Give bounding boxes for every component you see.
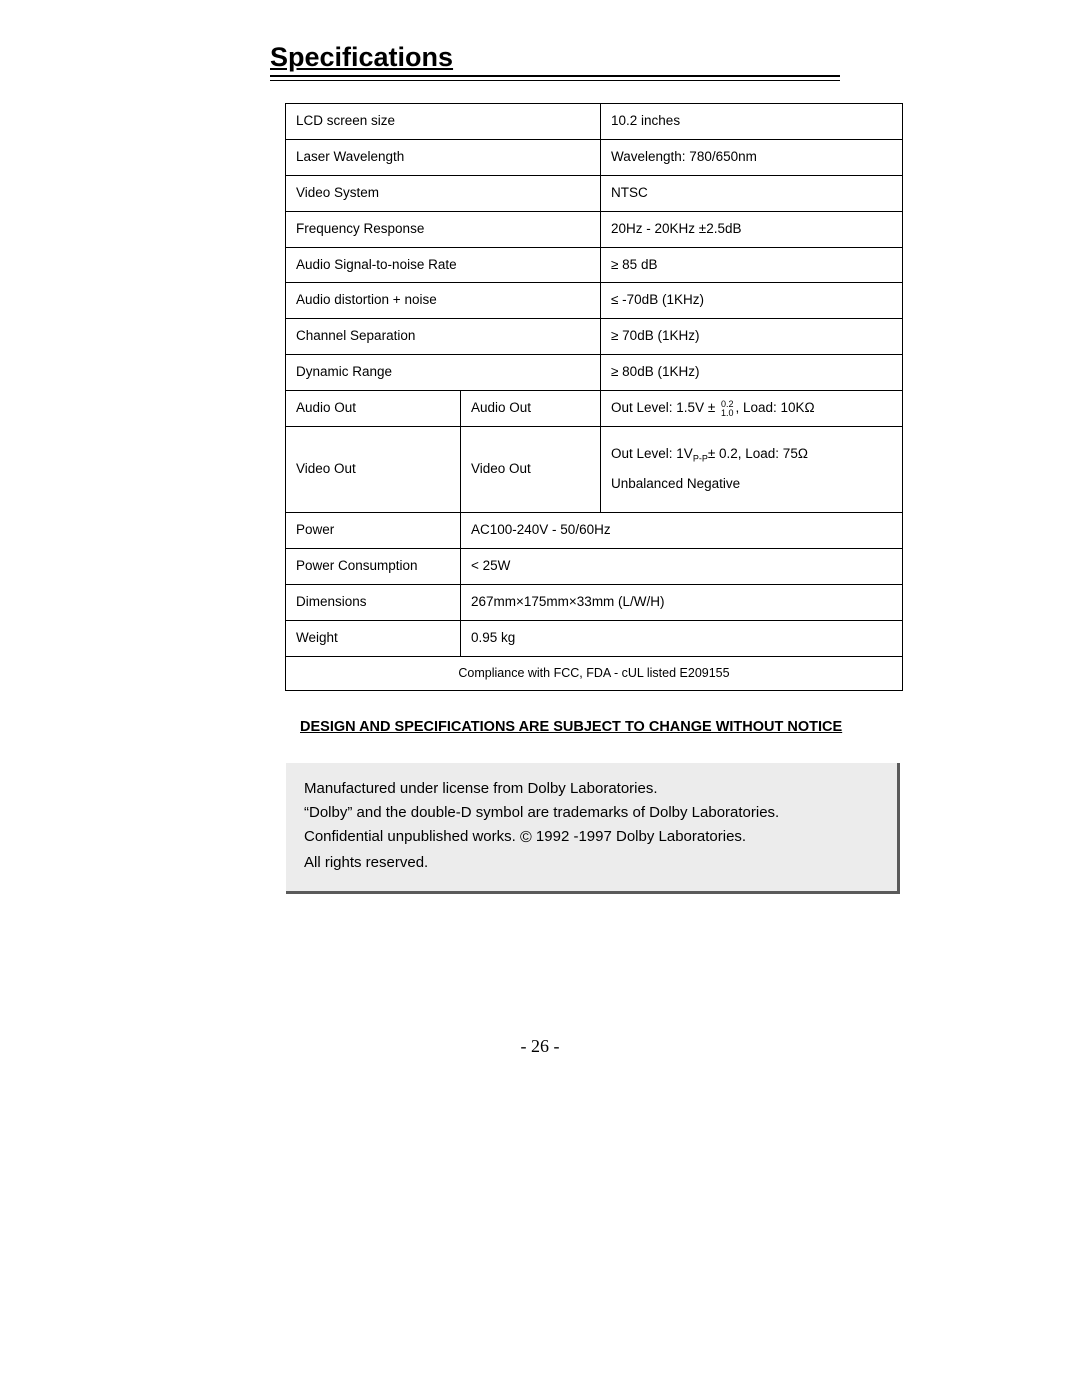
subscript: P-P (693, 454, 708, 464)
spec-label: LCD screen size (286, 104, 601, 140)
table-row: Weight 0.95 kg (286, 620, 903, 656)
spec-value: ≤ -70dB (1KHz) (601, 283, 903, 319)
dolby-text: Confidential unpublished works. (304, 828, 520, 845)
spec-label: Video System (286, 175, 601, 211)
spec-label: Audio Signal-to-noise Rate (286, 247, 601, 283)
spec-sublabel: Audio Out (461, 391, 601, 427)
heading-rule-bottom (270, 80, 840, 81)
spec-value: NTSC (601, 175, 903, 211)
spec-value: ≥ 85 dB (601, 247, 903, 283)
spec-value: 10.2 inches (601, 104, 903, 140)
heading-rule-top: Specifications (270, 42, 840, 77)
spec-label: Video Out (286, 427, 461, 513)
value-text: ± 0.2, Load: 75Ω (708, 446, 808, 461)
value-line: Out Level: 1VP-P± 0.2, Load: 75Ω (611, 445, 892, 465)
spec-value: Out Level: 1.5V ± 0.21.0, Load: 10KΩ (601, 391, 903, 427)
value-text: Out Level: 1V (611, 446, 693, 461)
table-row: Audio distortion + noise ≤ -70dB (1KHz) (286, 283, 903, 319)
dolby-line: “Dolby” and the double-D symbol are trad… (304, 801, 879, 825)
spec-sublabel: Video Out (461, 427, 601, 513)
spacer (611, 465, 892, 475)
dolby-line: All rights reserved. (304, 851, 879, 875)
spec-label: Laser Wavelength (286, 139, 601, 175)
table-row: Dimensions 267mm×175mm×33mm (L/W/H) (286, 584, 903, 620)
spec-value: AC100-240V - 50/60Hz (461, 513, 903, 549)
spec-value: 20Hz - 20KHz ±2.5dB (601, 211, 903, 247)
spec-label: Frequency Response (286, 211, 601, 247)
dolby-line: Confidential unpublished works. © 1992 -… (304, 825, 879, 851)
spec-label: Dimensions (286, 584, 461, 620)
spec-label: Power (286, 513, 461, 549)
table-row: Dynamic Range ≥ 80dB (1KHz) (286, 355, 903, 391)
spec-value: Wavelength: 780/650nm (601, 139, 903, 175)
spec-label: Power Consumption (286, 549, 461, 585)
spec-value: ≥ 80dB (1KHz) (601, 355, 903, 391)
page-title: Specifications (270, 42, 453, 73)
specifications-table: LCD screen size 10.2 inches Laser Wavele… (285, 103, 903, 691)
table-row: LCD screen size 10.2 inches (286, 104, 903, 140)
page-number: - 26 - (0, 1036, 1080, 1057)
spec-label: Audio Out (286, 391, 461, 427)
table-row-audio-out: Audio Out Audio Out Out Level: 1.5V ± 0.… (286, 391, 903, 427)
table-row: Channel Separation ≥ 70dB (1KHz) (286, 319, 903, 355)
table-row: Frequency Response 20Hz - 20KHz ±2.5dB (286, 211, 903, 247)
spec-label: Channel Separation (286, 319, 601, 355)
spec-value: < 25W (461, 549, 903, 585)
value-text: , Load: 10KΩ (736, 400, 815, 415)
value-text: Out Level: 1.5V ± (611, 400, 719, 415)
table-row: Power AC100-240V - 50/60Hz (286, 513, 903, 549)
table-row-compliance: Compliance with FCC, FDA - cUL listed E2… (286, 656, 903, 691)
dolby-notice-box: Manufactured under license from Dolby La… (286, 763, 900, 894)
fraction-bottom: 1.0 (721, 409, 734, 418)
spec-value: Out Level: 1VP-P± 0.2, Load: 75Ω Unbalan… (601, 427, 903, 513)
spec-value: 0.95 kg (461, 620, 903, 656)
spec-label: Weight (286, 620, 461, 656)
copyright-icon: © (520, 825, 532, 851)
spec-value: 267mm×175mm×33mm (L/W/H) (461, 584, 903, 620)
table-row-video-out: Video Out Video Out Out Level: 1VP-P± 0.… (286, 427, 903, 513)
dolby-text: 1992 -1997 Dolby Laboratories. (532, 828, 746, 845)
spec-label: Dynamic Range (286, 355, 601, 391)
value-line: Unbalanced Negative (611, 475, 892, 494)
table-row: Audio Signal-to-noise Rate ≥ 85 dB (286, 247, 903, 283)
table-row: Power Consumption < 25W (286, 549, 903, 585)
dolby-line: Manufactured under license from Dolby La… (304, 777, 879, 801)
compliance-text: Compliance with FCC, FDA - cUL listed E2… (286, 656, 903, 691)
fraction: 0.21.0 (721, 400, 734, 418)
change-notice: DESIGN AND SPECIFICATIONS ARE SUBJECT TO… (300, 719, 1080, 735)
spec-label: Audio distortion + noise (286, 283, 601, 319)
spec-value: ≥ 70dB (1KHz) (601, 319, 903, 355)
page: Specifications LCD screen size 10.2 inch… (0, 0, 1080, 1397)
table-row: Video System NTSC (286, 175, 903, 211)
table-row: Laser Wavelength Wavelength: 780/650nm (286, 139, 903, 175)
